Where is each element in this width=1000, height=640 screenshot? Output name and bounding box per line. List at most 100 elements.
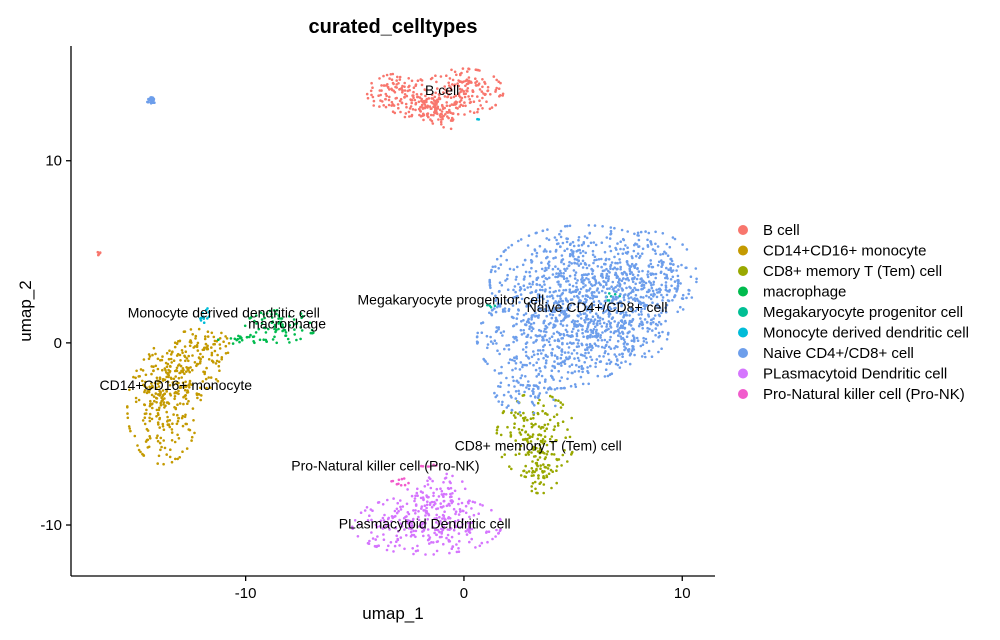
data-point: [575, 352, 579, 355]
data-point: [576, 320, 579, 323]
data-point: [633, 232, 636, 236]
data-point: [516, 312, 519, 316]
data-point: [218, 337, 222, 340]
data-point: [544, 304, 548, 307]
data-point: [676, 265, 680, 268]
data-point: [651, 289, 655, 293]
data-point: [464, 104, 467, 108]
data-point: [631, 334, 635, 338]
data-point: [202, 370, 205, 374]
data-point: [182, 395, 185, 399]
data-point: [399, 536, 403, 539]
data-point: [535, 361, 538, 365]
data-point: [398, 75, 402, 79]
data-point: [596, 374, 600, 378]
data-point: [389, 73, 393, 76]
data-point: [174, 457, 177, 461]
data-point: [559, 245, 562, 248]
data-point: [470, 94, 474, 98]
data-point: [652, 317, 655, 320]
data-point: [603, 346, 606, 350]
data-point: [448, 540, 452, 543]
data-point: [510, 467, 513, 471]
data-point: [187, 383, 191, 387]
data-point: [613, 347, 616, 350]
data-point: [547, 266, 550, 270]
data-point: [592, 328, 596, 331]
data-point: [640, 252, 644, 255]
data-point: [593, 224, 597, 227]
data-point: [560, 387, 563, 390]
data-point: [160, 396, 163, 400]
data-point: [554, 324, 557, 327]
data-point: [604, 291, 607, 295]
data-point: [238, 337, 242, 340]
data-point: [170, 460, 174, 464]
data-point: [534, 270, 538, 273]
data-point: [607, 277, 610, 281]
data-point: [666, 254, 670, 257]
data-point: [548, 250, 552, 253]
data-point: [188, 370, 191, 374]
data-point: [461, 480, 464, 483]
data-point: [582, 335, 585, 339]
data-point: [532, 416, 535, 420]
data-point: [149, 399, 152, 403]
data-point: [187, 366, 190, 370]
data-point: [529, 394, 532, 398]
data-point: [629, 296, 633, 299]
data-point: [575, 285, 578, 289]
data-point: [530, 253, 534, 256]
data-point: [499, 433, 503, 437]
data-point: [458, 508, 462, 511]
data-point: [517, 239, 520, 243]
data-point: [639, 317, 642, 320]
data-point: [411, 519, 415, 522]
data-point: [641, 287, 644, 291]
data-point: [599, 274, 603, 278]
data-point: [572, 327, 575, 331]
data-point: [192, 419, 195, 422]
data-point: [502, 393, 506, 397]
data-point: [475, 80, 479, 83]
data-point: [159, 401, 162, 405]
data-point: [96, 250, 100, 254]
data-point: [601, 225, 604, 228]
data-point: [590, 358, 594, 362]
data-point: [440, 530, 444, 533]
data-point: [309, 331, 313, 335]
data-point: [182, 402, 185, 406]
data-point: [618, 366, 622, 369]
data-point: [191, 368, 194, 372]
data-point: [533, 480, 537, 484]
data-point: [543, 269, 547, 273]
data-point: [396, 103, 400, 106]
data-point: [577, 339, 580, 342]
data-point: [476, 107, 480, 111]
data-point: [630, 320, 633, 324]
data-point: [603, 262, 606, 266]
data-point: [589, 319, 593, 323]
data-point: [531, 280, 535, 284]
data-point: [204, 308, 208, 312]
data-point: [577, 236, 581, 239]
data-point: [437, 522, 441, 526]
data-point: [556, 424, 560, 427]
data-point: [561, 420, 565, 424]
data-point: [409, 105, 413, 108]
data-point: [556, 355, 559, 359]
data-point: [158, 394, 161, 397]
data-point: [435, 513, 439, 517]
data-point: [175, 354, 179, 357]
data-point: [292, 318, 296, 321]
data-point: [467, 530, 471, 533]
data-point: [395, 96, 399, 100]
data-point: [558, 289, 561, 292]
data-point: [488, 283, 492, 287]
data-point: [368, 514, 371, 517]
data-point: [476, 331, 480, 335]
data-point: [432, 553, 436, 556]
data-point: [240, 338, 244, 342]
data-point: [557, 304, 560, 307]
data-point: [489, 93, 492, 96]
